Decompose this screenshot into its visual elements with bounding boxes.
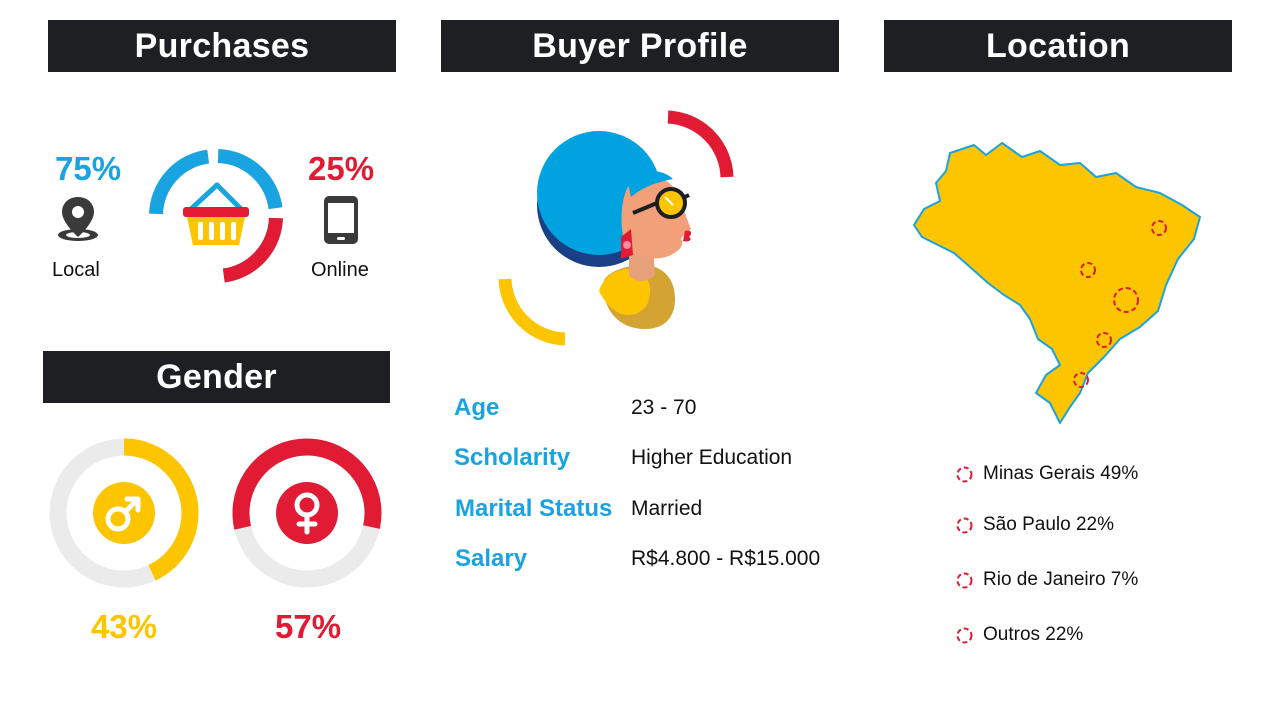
field-value-salary: R$4.800 - R$15.000 [631,547,821,570]
male-symbol-icon [105,496,141,532]
location-title: Location [985,26,1131,65]
location-header: Location [884,20,1232,72]
region-marker-icon [956,517,973,533]
female-symbol-icon [294,492,320,535]
region-outros: Outros 22% [955,624,1083,646]
local-percent: 75% [55,150,122,187]
online-label: Online [311,259,369,281]
male-donut [49,438,199,588]
region-rio-de-janeiro: Rio de Janeiro 7% [955,569,1138,591]
buyer-profile-title: Buyer Profile [532,26,748,65]
purchases-header: Purchases [48,20,396,72]
region-label: São Paulo 22% [983,514,1114,535]
shopping-basket-icon [183,182,249,245]
region-marker-icon [956,466,973,482]
region-minas-gerais: Minas Gerais 49% [955,463,1138,485]
region-label: Rio de Janeiro 7% [983,569,1139,590]
field-key-age: Age [454,394,500,421]
field-value-marital-status: Married [631,497,703,520]
smartphone-icon [323,195,359,245]
field-key-marital-status: Marital Status [455,495,613,522]
gender-title: Gender [156,357,277,396]
location-pin-icon [56,195,100,243]
purchases-title: Purchases [134,26,310,65]
region-marker-icon [956,627,973,643]
region-marker-icon [956,572,973,588]
purchases-donut [143,143,289,289]
male-percent: 43% [91,608,158,645]
online-percent: 25% [308,150,375,187]
region-label: Minas Gerais 49% [983,463,1139,484]
region-label: Outros 22% [983,624,1084,645]
female-donut [232,438,382,588]
field-value-age: 23 - 70 [631,396,697,419]
field-key-salary: Salary [455,545,528,572]
field-key-scholarity: Scholarity [454,444,571,471]
local-label: Local [52,259,100,281]
woman-profile-illustration [495,105,745,350]
region-sao-paulo: São Paulo 22% [955,514,1114,536]
buyer-profile-header: Buyer Profile [441,20,839,72]
brazil-map-icon [910,135,1206,427]
gender-header: Gender [43,351,390,403]
female-percent: 57% [275,608,342,645]
purchases-donut-svg [149,149,283,284]
field-value-scholarity: Higher Education [631,446,793,469]
